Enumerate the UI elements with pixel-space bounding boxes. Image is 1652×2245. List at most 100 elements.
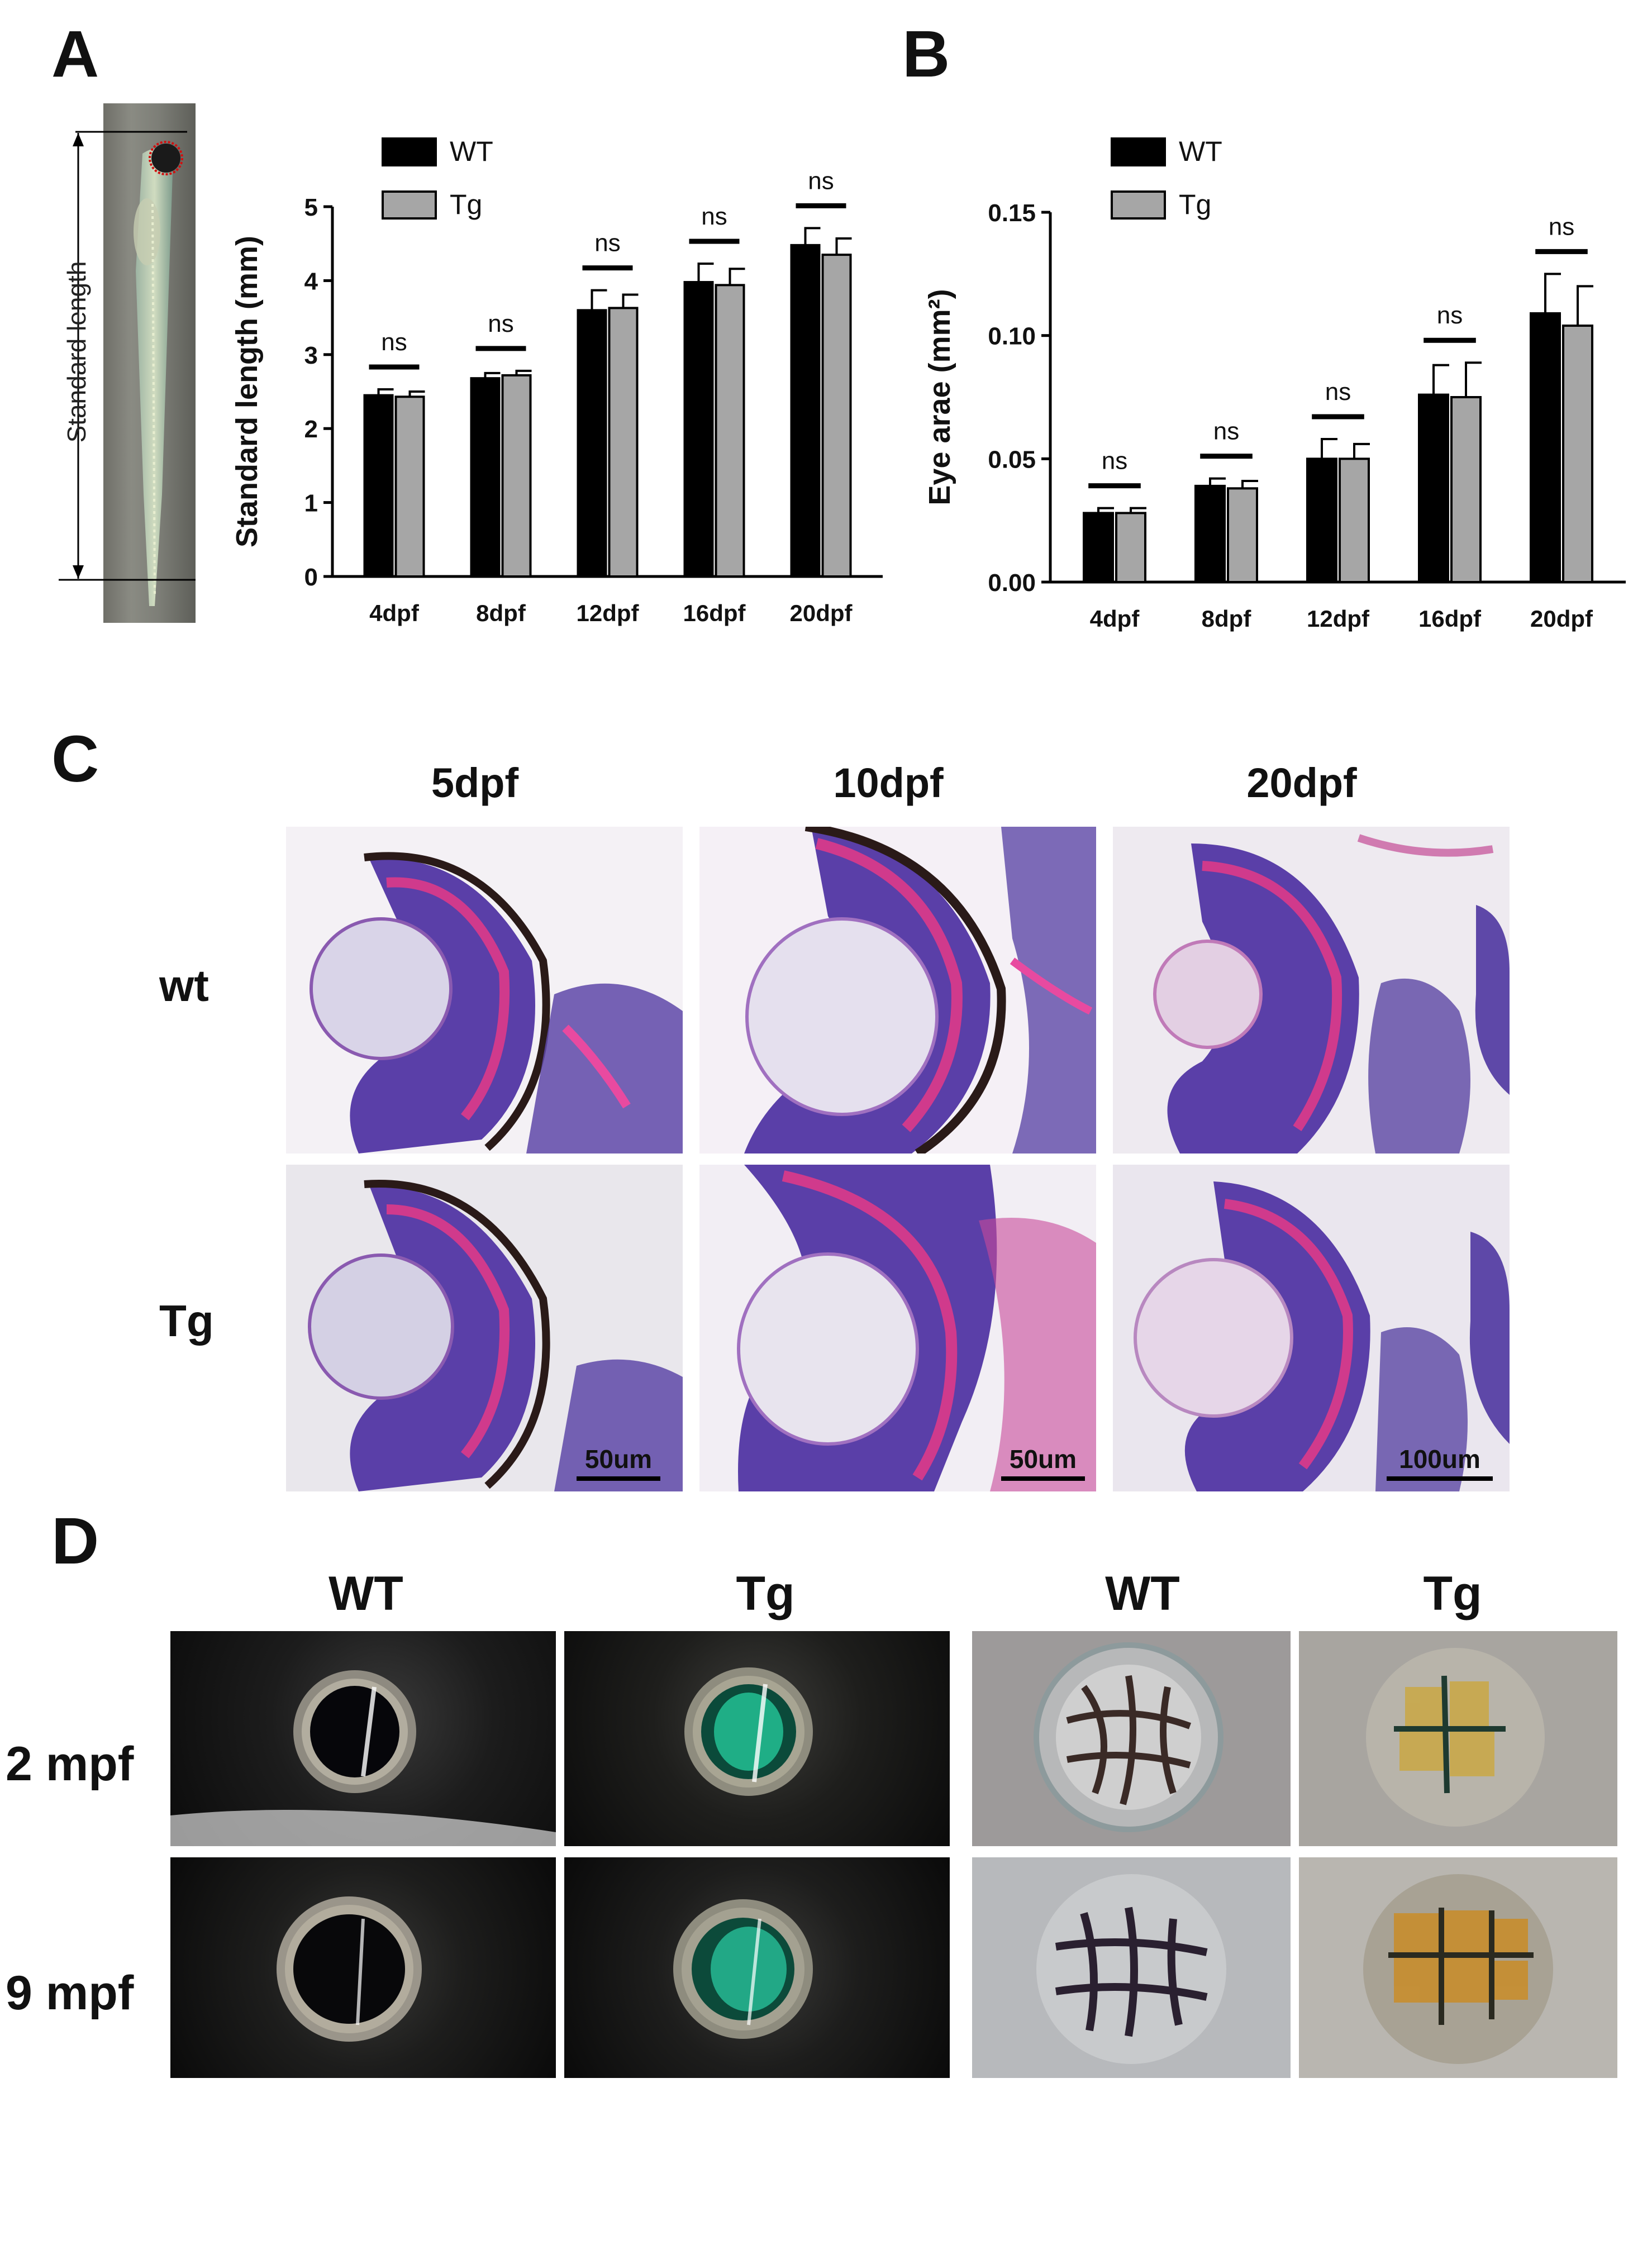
bar-wt [683,281,714,578]
eye-photo-wt-9mpf [170,1857,556,2078]
histology-image-wt-20dpf [1113,827,1510,1154]
panel-letter-a: A [51,17,99,91]
panel-d-col-label: WT [329,1567,403,1620]
y-tick-label: 4 [304,268,318,295]
scale-bar-label: 50um [584,1445,653,1474]
significance-label: ns [488,310,513,337]
x-tick-label: 16dpf [1418,606,1482,632]
bar-wt [1530,312,1561,583]
eye-photo-tg-9mpf [564,1857,950,2078]
x-tick-label: 8dpf [1202,606,1252,632]
legend-swatch-tg [1111,190,1166,220]
scale-bar-label: 100um [1399,1445,1480,1474]
x-tick-label: 20dpf [1530,606,1593,632]
standard-length-measure [59,131,196,581]
histology-image-wt-10dpf [699,827,1096,1154]
bar-wt [470,377,501,578]
panel-d-row-label-9mpf: 9 mpf [6,1966,134,2020]
panel-letter-b: B [902,17,950,91]
significance-label: ns [1102,447,1127,475]
significance-label: ns [808,167,834,194]
y-tick-label: 0 [304,564,318,591]
significance-label: ns [594,230,620,257]
significance-label: ns [1325,378,1351,406]
legend-label-wt: WT [1179,136,1222,167]
significance-label: ns [1549,213,1574,240]
x-tick-label: 4dpf [369,600,420,626]
legend-label-wt: WT [450,136,493,167]
bar-tg [394,395,425,578]
eye-photo-tg-2mpf [564,1631,950,1846]
histology-image-tg-20dpf: 100um [1113,1165,1510,1491]
bar-wt [1083,512,1114,584]
panel-letter-c: C [51,722,99,796]
legend-label-tg: Tg [450,189,482,220]
bar-tg [501,374,532,578]
x-tick-label: 12dpf [1307,606,1370,632]
significance-label: ns [381,328,407,356]
bar-tg [821,254,852,578]
significance-label: ns [1213,418,1239,445]
y-tick-label: 2 [304,416,318,443]
histology-image-tg-5dpf: 50um [286,1165,683,1491]
scale-bar: 100um [1387,1444,1493,1481]
bar-tg [1339,457,1370,583]
bar-tg [1115,512,1146,584]
panel-c-row-label-wt: wt [159,961,209,1011]
bar-wt [1306,457,1337,583]
histology-image-tg-10dpf: 50um [699,1165,1096,1491]
panel-d-col-label: Tg [1423,1567,1482,1620]
bar-wt [1418,393,1449,583]
standard-length-label: Standard length [62,261,91,443]
y-tick-label: 0.10 [988,323,1036,350]
bar-tg [608,307,639,578]
x-tick-label: 20dpf [789,600,853,626]
panel-c-col-label: 20dpf [1246,760,1357,806]
significance-label: ns [701,203,727,230]
histology-image-wt-5dpf [286,827,683,1154]
bar-tg [715,284,745,578]
larva-drawing [134,141,183,607]
panel-d-row-label-2mpf: 2 mpf [6,1737,134,1791]
bar-tg [1450,396,1482,583]
y-tick-label: 1 [304,490,318,517]
bar-wt [790,244,821,578]
scale-bar-line [577,1476,660,1481]
panel-c-col-label: 10dpf [833,760,944,806]
scale-bar-line [1001,1476,1085,1481]
bar-tg [1227,487,1258,583]
x-tick-label: 4dpf [1090,606,1140,632]
x-tick-label: 12dpf [576,600,639,626]
y-tick-label: 0.15 [988,199,1036,227]
panel-d-col-label: Tg [736,1567,795,1620]
panel-letter-d: D [51,1504,99,1578]
bar-wt [1194,484,1226,583]
y-tick-label: 0.05 [988,446,1036,473]
eye-area-chart: 0.00 0.05 0.10 0.15 Eye arae (mm²) ns 4dpf ns 8d… [923,136,1626,632]
scale-bar-label: 50um [1009,1445,1077,1474]
panel-d-col-label: WT [1105,1567,1180,1620]
lens-photo-tg-9mpf [1299,1857,1617,2078]
panel-c-row-label-tg: Tg [159,1296,214,1346]
significance-label: ns [1437,302,1463,329]
eye-photo-wt-2mpf [170,1631,556,1846]
panel-c-col-label: 5dpf [431,760,519,806]
legend-swatch-wt [1111,137,1166,166]
scale-bar-line [1387,1476,1493,1481]
legend-label-tg: Tg [1179,189,1211,220]
legend-swatch-tg [382,190,437,220]
scale-bar: 50um [577,1444,660,1481]
lens-photo-wt-9mpf [972,1857,1291,2078]
scale-bar: 50um [1001,1444,1085,1481]
y-tick-label: 0.00 [988,569,1036,597]
x-tick-label: 8dpf [476,600,526,626]
x-tick-label: 16dpf [683,600,746,626]
standard-length-chart: 0 1 2 3 4 5 Standard length (mm) ns 4dpf ns 8dpf ns… [230,136,883,626]
bar-tg [1562,325,1593,583]
y-axis-label: Eye arae (mm²) [923,289,956,505]
zebrafish-larva-photo [103,103,196,623]
y-axis-label: Standard length (mm) [230,236,264,547]
legend-swatch-wt [382,137,437,166]
bar-wt [363,394,394,578]
lens-photo-wt-2mpf [972,1631,1291,1846]
